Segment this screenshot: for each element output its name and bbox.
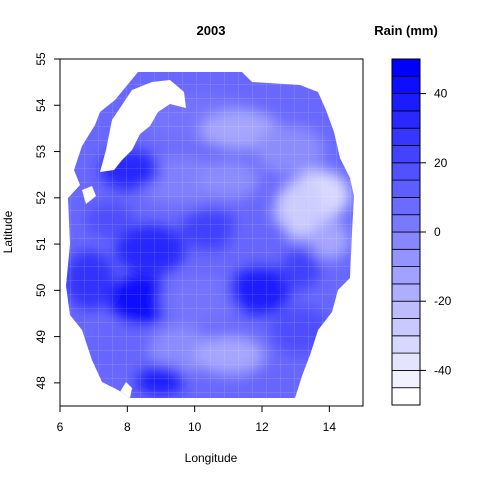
colorbar-segment (391, 196, 421, 216)
y-tick-label: 48 (34, 376, 48, 390)
chart-title: 2003 (197, 23, 226, 38)
colorbar-axis: -40 -20 0 20 40 (419, 87, 452, 377)
masked-area-north (100, 80, 186, 172)
colorbar-segment (391, 179, 421, 198)
colorbar-segment (391, 127, 421, 146)
colorbar-segment (391, 110, 421, 129)
masked-area-southwest (120, 382, 132, 398)
colorbar-segment (391, 318, 421, 337)
x-tick-label: 12 (255, 420, 269, 434)
colorbar-segment (391, 214, 421, 233)
colorbar-tick-label: 0 (434, 225, 441, 239)
colorbar-segment (391, 283, 421, 302)
colorbar-segment (391, 93, 421, 112)
colorbar-segment (391, 352, 421, 371)
x-tick-label: 10 (188, 420, 202, 434)
colorbar-segment (391, 266, 421, 285)
y-tick-label: 52 (34, 191, 48, 205)
y-tick-label: 53 (34, 145, 48, 159)
y-axis-title: Latitude (1, 210, 15, 253)
x-tick-label: 8 (124, 420, 131, 434)
colorbar-segment (391, 335, 421, 354)
colorbar-tick-label: -40 (434, 363, 452, 377)
y-tick-label: 54 (34, 98, 48, 112)
y-axis: 48 49 50 51 52 53 54 55 (34, 52, 61, 390)
colorbar-title: Rain (mm) (374, 23, 438, 38)
y-tick-label: 51 (34, 237, 48, 251)
y-tick-label: 55 (34, 52, 48, 66)
colorbar-tick-label: 20 (434, 156, 448, 170)
rain-field (66, 72, 354, 398)
x-tick-label: 14 (323, 420, 337, 434)
field-grid (66, 72, 354, 398)
colorbar-segment (391, 248, 421, 268)
colorbar-tick-label: -20 (434, 294, 452, 308)
x-axis: 6 8 10 12 14 (57, 405, 337, 434)
colorbar-segment (391, 162, 421, 181)
colorbar-segment (391, 145, 421, 164)
colorbar-segment (391, 231, 421, 250)
masked-area-west (82, 186, 96, 204)
colorbar-tick-label: 40 (434, 87, 448, 101)
x-axis-title: Longitude (185, 451, 238, 465)
colorbar-segment (391, 58, 421, 77)
colorbar-segment (391, 369, 421, 389)
colorbar-segment (391, 387, 421, 406)
colorbar-segment (391, 300, 421, 319)
x-tick-label: 6 (57, 420, 64, 434)
colorbar-segment (391, 75, 421, 95)
colorbar (391, 58, 421, 406)
y-tick-label: 50 (34, 283, 48, 297)
y-tick-label: 49 (34, 330, 48, 344)
